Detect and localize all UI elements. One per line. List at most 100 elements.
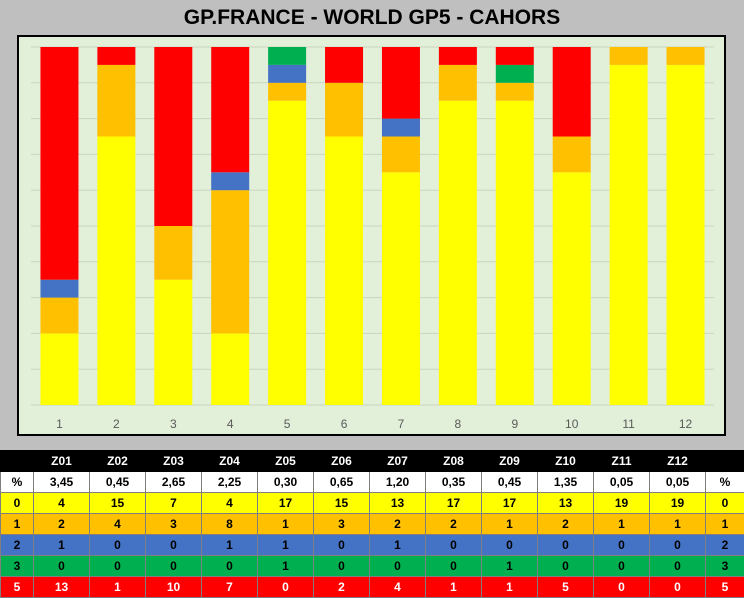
table-cell: 1 — [482, 514, 538, 535]
table-cell: 17 — [482, 493, 538, 514]
table-cell: 0 — [314, 535, 370, 556]
table-cell: 0 — [538, 556, 594, 577]
table-cell: 0,05 — [594, 472, 650, 493]
table-cell: 1 — [258, 535, 314, 556]
bar-segment — [496, 47, 534, 65]
column-header: Z07 — [370, 451, 426, 472]
column-header: Z03 — [146, 451, 202, 472]
column-header: Z11 — [594, 451, 650, 472]
x-tick-label: 8 — [455, 417, 462, 431]
column-header — [1, 451, 34, 472]
bar-segment — [553, 47, 591, 137]
bar-segment — [382, 47, 420, 119]
bar-segment — [382, 119, 420, 137]
bar-segment — [40, 47, 78, 280]
table-cell: 4 — [202, 493, 258, 514]
row-key: 1 — [1, 514, 34, 535]
table-cell: 0,45 — [482, 472, 538, 493]
table-cell: 0,35 — [426, 472, 482, 493]
row-key-end: 2 — [706, 535, 744, 556]
table-cell: 1 — [594, 514, 650, 535]
x-tick-label: 2 — [113, 417, 120, 431]
bar-segment — [553, 172, 591, 405]
table-cell: 2,65 — [146, 472, 202, 493]
bar-segment — [97, 137, 135, 406]
table-cell: 3 — [314, 514, 370, 535]
table-cell: 4 — [34, 493, 90, 514]
row-key: 5 — [1, 577, 34, 598]
table-cell: 1 — [482, 577, 538, 598]
chart-title: GP.FRANCE - WORLD GP5 - CAHORS — [0, 6, 744, 30]
bar-segment — [667, 65, 705, 405]
x-tick-label: 9 — [511, 417, 518, 431]
bar-segment — [268, 101, 306, 405]
table-cell: 0 — [426, 535, 482, 556]
row-key-end: % — [706, 472, 744, 493]
table-cell: 0 — [650, 556, 706, 577]
row-key-end: 3 — [706, 556, 744, 577]
bar-segment — [97, 65, 135, 137]
row-key-end: 1 — [706, 514, 744, 535]
bar-segment — [325, 137, 363, 406]
bar-segment — [97, 47, 135, 65]
bar-segment — [553, 137, 591, 173]
table-cell: 0 — [314, 556, 370, 577]
table-cell: 0 — [146, 556, 202, 577]
table-cell: 1,35 — [538, 472, 594, 493]
bar-segment — [40, 333, 78, 405]
column-header: Z09 — [482, 451, 538, 472]
bar-segment — [154, 280, 192, 405]
table-cell: 19 — [594, 493, 650, 514]
bar-segment — [40, 280, 78, 298]
table-cell: 0 — [594, 535, 650, 556]
table-cell: 7 — [146, 493, 202, 514]
bar-segment — [496, 65, 534, 83]
row-key: % — [1, 472, 34, 493]
x-tick-label: 7 — [398, 417, 405, 431]
x-tick-label: 5 — [284, 417, 291, 431]
table-cell: 1 — [426, 577, 482, 598]
table-cell: 8 — [202, 514, 258, 535]
table-cell: 0 — [34, 556, 90, 577]
x-tick-label: 4 — [227, 417, 234, 431]
bar-segment — [154, 226, 192, 280]
x-tick-label: 10 — [565, 417, 579, 431]
bar-segment — [325, 83, 363, 137]
table-cell: 0 — [258, 577, 314, 598]
bar-segment — [382, 172, 420, 405]
column-header — [706, 451, 744, 472]
table-cell: 4 — [90, 514, 146, 535]
table-cell: 4 — [370, 577, 426, 598]
table-cell: 1 — [34, 535, 90, 556]
bar-segment — [610, 47, 648, 65]
table-cell: 13 — [370, 493, 426, 514]
bar-segment — [154, 47, 192, 226]
bar-segment — [382, 137, 420, 173]
bar-segment — [439, 101, 477, 405]
column-header: Z08 — [426, 451, 482, 472]
bar-segment — [211, 333, 249, 405]
bar-segment — [439, 47, 477, 65]
column-header: Z06 — [314, 451, 370, 472]
table-cell: 1,20 — [370, 472, 426, 493]
row-key: 0 — [1, 493, 34, 514]
table-cell: 0,05 — [650, 472, 706, 493]
table-cell: 15 — [90, 493, 146, 514]
bar-segment — [439, 65, 477, 101]
bar-segment — [211, 172, 249, 190]
bar-segment — [211, 190, 249, 333]
x-tick-label: 12 — [679, 417, 693, 431]
bar-segment — [268, 83, 306, 101]
row-key: 2 — [1, 535, 34, 556]
x-tick-label: 1 — [56, 417, 63, 431]
table-cell: 2 — [426, 514, 482, 535]
bar-segment — [325, 47, 363, 83]
table-cell: 0 — [482, 535, 538, 556]
